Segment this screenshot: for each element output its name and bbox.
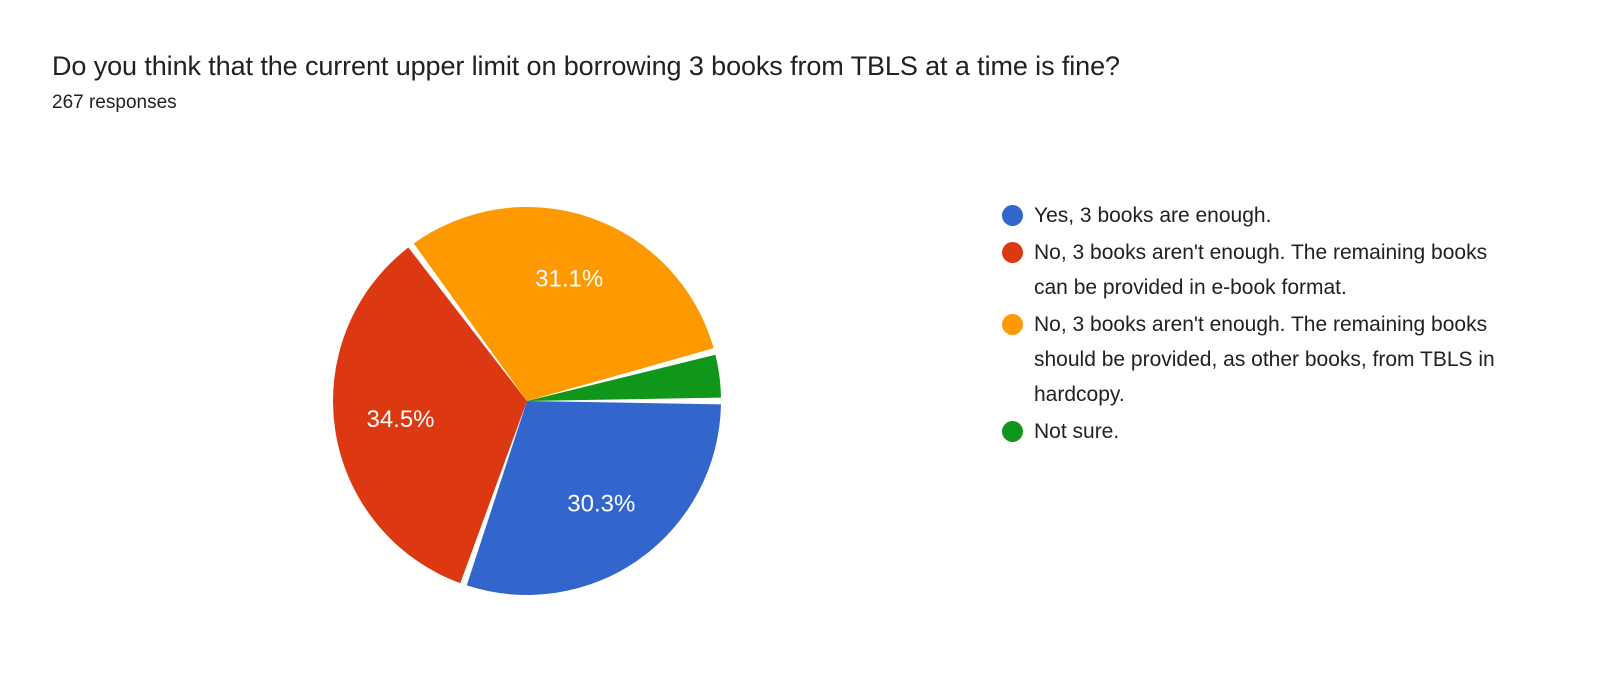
pie-chart-svg: 30.3% 34.5% 31.1% (332, 207, 721, 595)
pie-slice-label: 34.5% (366, 406, 434, 433)
legend-color-swatch-icon (1002, 242, 1023, 263)
legend-item[interactable]: Yes, 3 books are enough. (1002, 198, 1502, 233)
pie-slice[interactable] (413, 207, 714, 401)
legend-item[interactable]: No, 3 books aren't enough. The remaining… (1002, 307, 1502, 412)
pie-chart: 30.3% 34.5% 31.1% (331, 205, 723, 597)
pie-slice[interactable] (527, 354, 721, 401)
legend-item-label: Not sure. (1034, 420, 1120, 443)
pie-slice[interactable] (332, 247, 527, 584)
legend-color-swatch-icon (1002, 205, 1023, 226)
chart-area: 30.3% 34.5% 31.1% Yes, 3 books are enough.… (0, 160, 1600, 660)
pie-slice-label: 30.3% (567, 491, 635, 518)
pie-label-group: 30.3% 34.5% 31.1% (366, 265, 635, 517)
page-title: Do you think that the current upper limi… (52, 51, 1120, 81)
legend-item[interactable]: No, 3 books aren't enough. The remaining… (1002, 235, 1502, 305)
legend-color-swatch-icon (1002, 421, 1023, 442)
chart-legend: Yes, 3 books are enough. No, 3 books aren… (1002, 198, 1502, 451)
pie-slice-group (332, 207, 721, 595)
legend-color-swatch-icon (1002, 314, 1023, 335)
legend-item-label: No, 3 books aren't enough. The remaining… (1034, 241, 1488, 299)
legend-item-label: No, 3 books aren't enough. The remaining… (1034, 313, 1495, 406)
response-count: 267 responses (52, 92, 177, 113)
legend-item-label: Yes, 3 books are enough. (1034, 204, 1272, 227)
pie-slice[interactable] (466, 401, 721, 595)
legend-item[interactable]: Not sure. (1002, 414, 1502, 449)
chart-header: Do you think that the current upper limi… (52, 48, 1532, 116)
pie-slice-label: 31.1% (535, 265, 603, 292)
